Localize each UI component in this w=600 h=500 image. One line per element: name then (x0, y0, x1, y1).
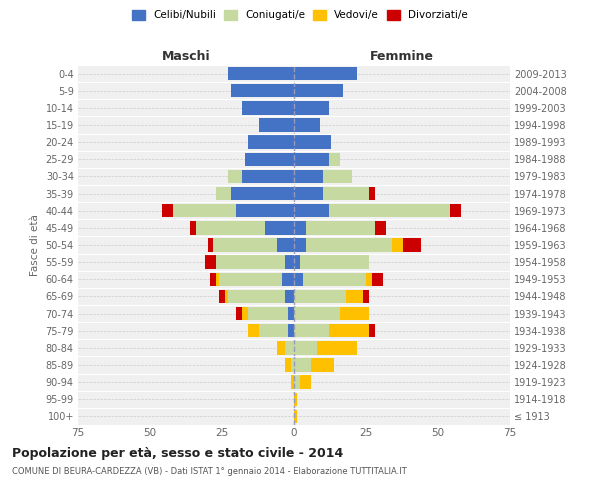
Text: COMUNE DI BEURA-CARDEZZA (VB) - Dati ISTAT 1° gennaio 2014 - Elaborazione TUTTIT: COMUNE DI BEURA-CARDEZZA (VB) - Dati IST… (12, 468, 407, 476)
Text: Maschi: Maschi (161, 50, 211, 62)
Bar (208, 238, 214, 252)
Bar (323, 187, 369, 200)
Bar (211, 272, 216, 286)
Bar (449, 204, 461, 218)
Text: Femmine: Femmine (370, 50, 434, 62)
Bar (294, 84, 343, 98)
Bar (294, 341, 317, 354)
Bar (286, 358, 291, 372)
Bar (329, 204, 449, 218)
Bar (294, 272, 302, 286)
Bar (236, 204, 294, 218)
Bar (329, 324, 369, 338)
Bar (291, 376, 294, 389)
Bar (372, 272, 383, 286)
Legend: Celibi/Nubili, Coniugati/e, Vedovi/e, Divorziati/e: Celibi/Nubili, Coniugati/e, Vedovi/e, Di… (132, 10, 468, 20)
Bar (248, 324, 259, 338)
Bar (259, 118, 294, 132)
Bar (305, 221, 374, 234)
Bar (369, 187, 374, 200)
Bar (311, 358, 334, 372)
Bar (286, 256, 294, 269)
Bar (286, 341, 294, 354)
Bar (294, 136, 331, 149)
Bar (363, 290, 369, 303)
Bar (245, 152, 294, 166)
Bar (294, 204, 329, 218)
Bar (225, 290, 228, 303)
Bar (294, 101, 329, 114)
Bar (196, 221, 265, 234)
Bar (300, 256, 369, 269)
Bar (161, 204, 173, 218)
Bar (366, 272, 372, 286)
Bar (374, 221, 386, 234)
Bar (219, 272, 283, 286)
Bar (236, 307, 242, 320)
Bar (248, 307, 288, 320)
Bar (242, 170, 294, 183)
Bar (216, 272, 219, 286)
Bar (248, 136, 294, 149)
Bar (294, 238, 305, 252)
Bar (294, 221, 305, 234)
Bar (294, 170, 323, 183)
Bar (294, 324, 329, 338)
Bar (294, 392, 297, 406)
Text: Popolazione per età, sesso e stato civile - 2014: Popolazione per età, sesso e stato civil… (12, 448, 343, 460)
Bar (300, 376, 311, 389)
Bar (288, 324, 294, 338)
Bar (291, 358, 294, 372)
Bar (294, 358, 311, 372)
Bar (346, 290, 363, 303)
Bar (294, 376, 300, 389)
Bar (403, 238, 421, 252)
Bar (216, 187, 230, 200)
Bar (392, 238, 403, 252)
Bar (340, 307, 369, 320)
Bar (205, 256, 216, 269)
Bar (259, 324, 288, 338)
Bar (369, 324, 374, 338)
Bar (214, 238, 277, 252)
Bar (288, 307, 294, 320)
Bar (173, 204, 236, 218)
Bar (277, 238, 294, 252)
Bar (323, 170, 352, 183)
Bar (294, 307, 340, 320)
Bar (305, 238, 392, 252)
Bar (228, 170, 242, 183)
Bar (294, 67, 358, 80)
Bar (265, 221, 294, 234)
Bar (219, 290, 225, 303)
Bar (190, 221, 196, 234)
Bar (230, 84, 294, 98)
Bar (283, 272, 294, 286)
Bar (286, 290, 294, 303)
Bar (317, 341, 358, 354)
Bar (230, 187, 294, 200)
Bar (242, 101, 294, 114)
Bar (294, 290, 346, 303)
Bar (228, 67, 294, 80)
Bar (216, 256, 286, 269)
Bar (277, 341, 286, 354)
Bar (294, 118, 320, 132)
Bar (329, 152, 340, 166)
Bar (294, 410, 297, 423)
Bar (294, 256, 300, 269)
Bar (242, 307, 248, 320)
Bar (228, 290, 286, 303)
Y-axis label: Fasce di età: Fasce di età (30, 214, 40, 276)
Bar (294, 187, 323, 200)
Bar (302, 272, 366, 286)
Bar (294, 152, 329, 166)
